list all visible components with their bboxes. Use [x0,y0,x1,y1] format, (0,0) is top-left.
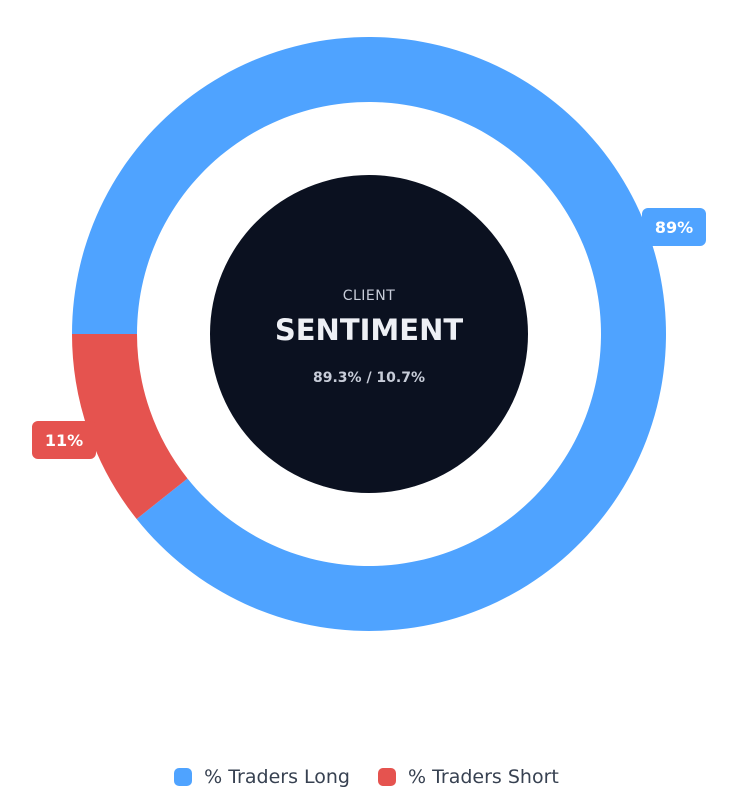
badge-traders-short: 11% [45,431,83,450]
center-disc [210,175,528,493]
legend-item-long[interactable]: % Traders Long [174,766,350,788]
badge-traders-long-bg [642,208,706,246]
legend-label-short: % Traders Short [407,766,559,788]
legend-swatch-long [174,768,193,786]
legend-label-long: % Traders Long [204,766,350,788]
slice-badges: 89% 11% [32,208,706,459]
center-label-sentiment: SENTIMENT [275,313,463,347]
chart-legend: % Traders Long % Traders Short [0,762,733,792]
donut-slices [72,36,666,631]
slice-traders-short[interactable] [72,334,188,519]
badge-traders-short-bg [32,421,96,459]
badge-traders-long: 89% [655,218,693,237]
legend-item-short[interactable]: % Traders Short [377,766,559,788]
center-label-client: CLIENT [343,288,396,304]
legend-swatch-short [377,768,396,786]
center-label-ratio: 89.3% / 10.7% [313,370,425,386]
